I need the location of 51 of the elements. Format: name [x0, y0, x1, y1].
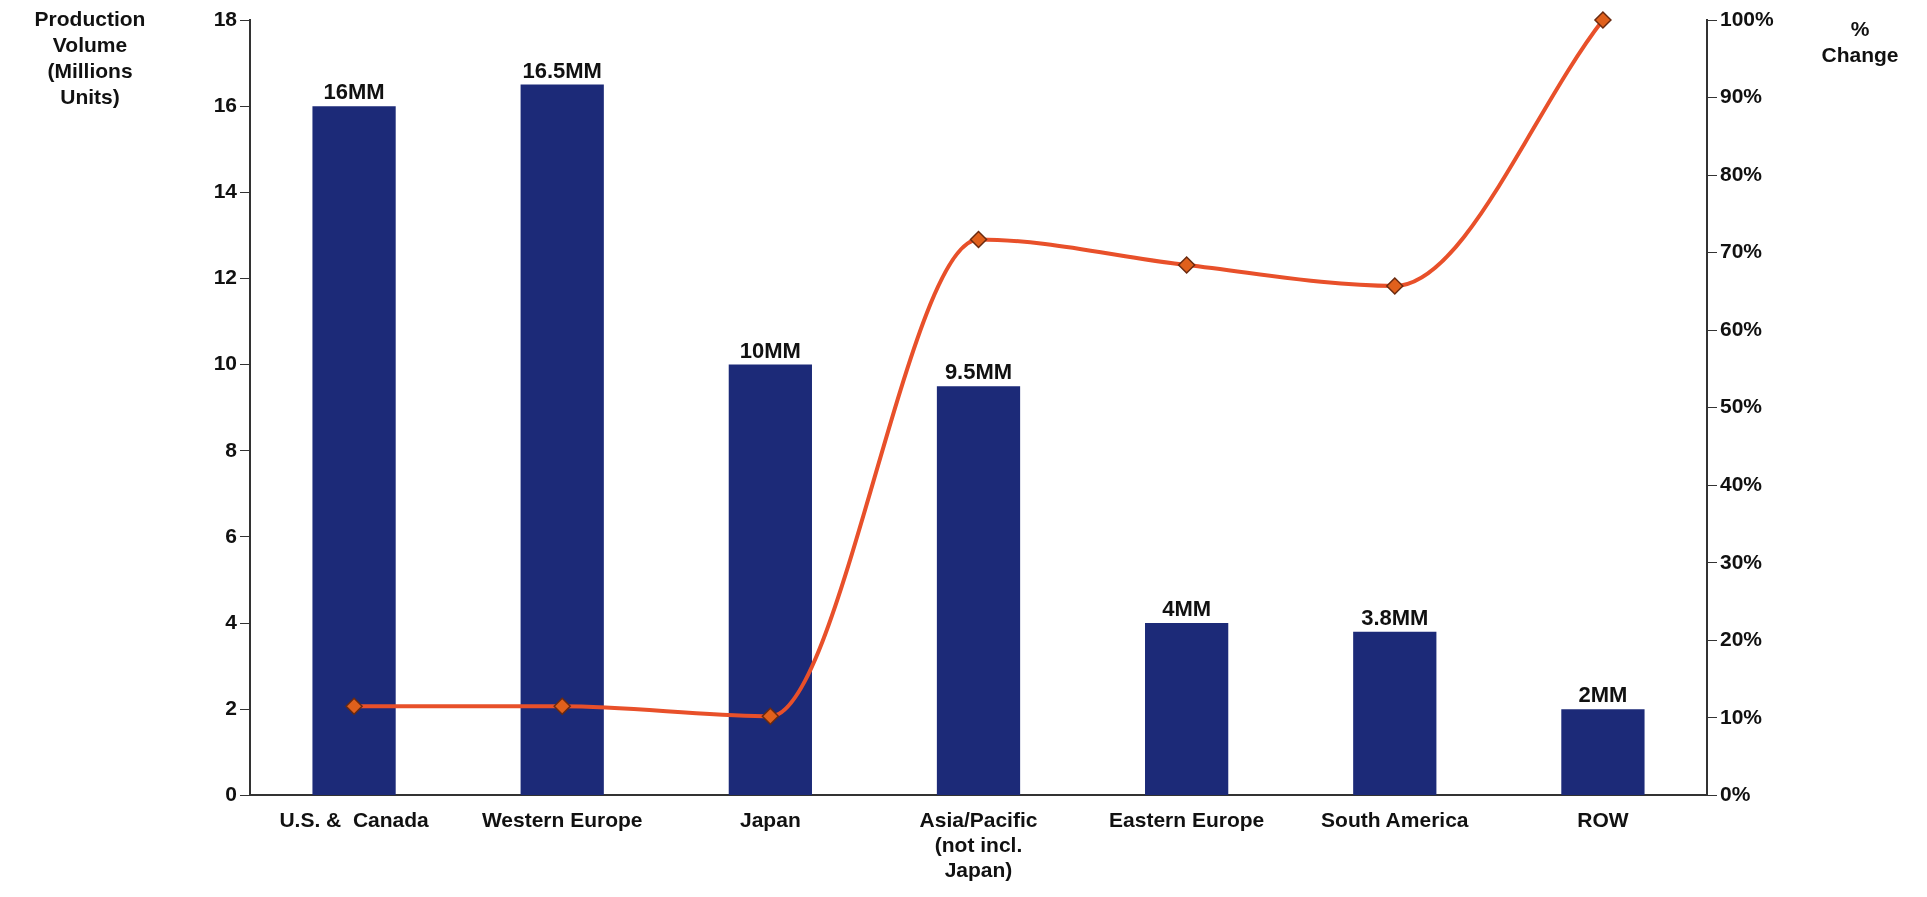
y2-tick-label: 90%	[1720, 84, 1763, 108]
point	[1386, 277, 1404, 295]
bar	[520, 84, 604, 795]
bar	[936, 386, 1021, 795]
data-label: 16.5MM	[522, 57, 602, 83]
y2-tick-label: 60%	[1720, 316, 1763, 340]
y-tick-label: 4	[225, 609, 238, 633]
y-tick-label: 6	[225, 523, 237, 547]
y2-tick-label: 100%	[1720, 6, 1775, 30]
point	[553, 697, 571, 715]
data-label: 3.8MM	[1361, 604, 1429, 630]
x-tick-label: U.S. & Canada	[279, 807, 430, 831]
data-label: 16MM	[323, 79, 385, 105]
x-tick-label: Western Europe	[481, 807, 643, 831]
bar	[1145, 623, 1229, 795]
y2-tick-label: 20%	[1720, 627, 1763, 651]
point	[1594, 11, 1612, 29]
y-tick-label: 8	[225, 437, 238, 461]
data-label: 10MM	[739, 337, 801, 363]
y2-tick-label: 80%	[1720, 161, 1763, 185]
bar	[312, 106, 396, 795]
y-tick-label: 10	[213, 351, 237, 375]
y2-tick-label: 0%	[1720, 782, 1751, 806]
y2-tick-label: 50%	[1720, 394, 1763, 418]
data-label: 9.5MM	[944, 359, 1013, 385]
x-tick-label: Japan	[740, 807, 801, 831]
y-tick-label: 18	[213, 6, 238, 30]
y-tick-label: 0	[225, 782, 237, 806]
point	[1177, 256, 1196, 274]
y2-tick-label: 10%	[1720, 704, 1763, 728]
point	[345, 697, 363, 715]
bar	[1353, 631, 1437, 795]
y-tick-label: 16	[213, 92, 237, 116]
y-tick-label: 12	[213, 265, 237, 289]
bar	[728, 364, 812, 795]
y2-tick-label: 30%	[1720, 549, 1763, 573]
y2-tick-label: 70%	[1720, 239, 1763, 263]
y-tick-label: 14	[213, 179, 238, 203]
x-tick-label: Eastern Europe	[1109, 807, 1265, 831]
x-tick-label: Asia/Pacific (not incl. Japan)	[919, 807, 1038, 882]
bar	[1561, 709, 1645, 795]
y2-axis-title: % Change	[1821, 17, 1899, 67]
y-tick-label: 2	[225, 696, 237, 720]
x-tick-label: South America	[1321, 807, 1469, 831]
y2-tick-label: 40%	[1720, 472, 1763, 496]
data-label: 4MM	[1162, 596, 1212, 622]
point	[761, 707, 780, 726]
x-tick-label: ROW	[1577, 807, 1629, 831]
point	[969, 230, 988, 249]
y-axis-title: Production Volume (Millions Units)	[34, 7, 146, 109]
data-label: 2MM	[1578, 682, 1628, 708]
